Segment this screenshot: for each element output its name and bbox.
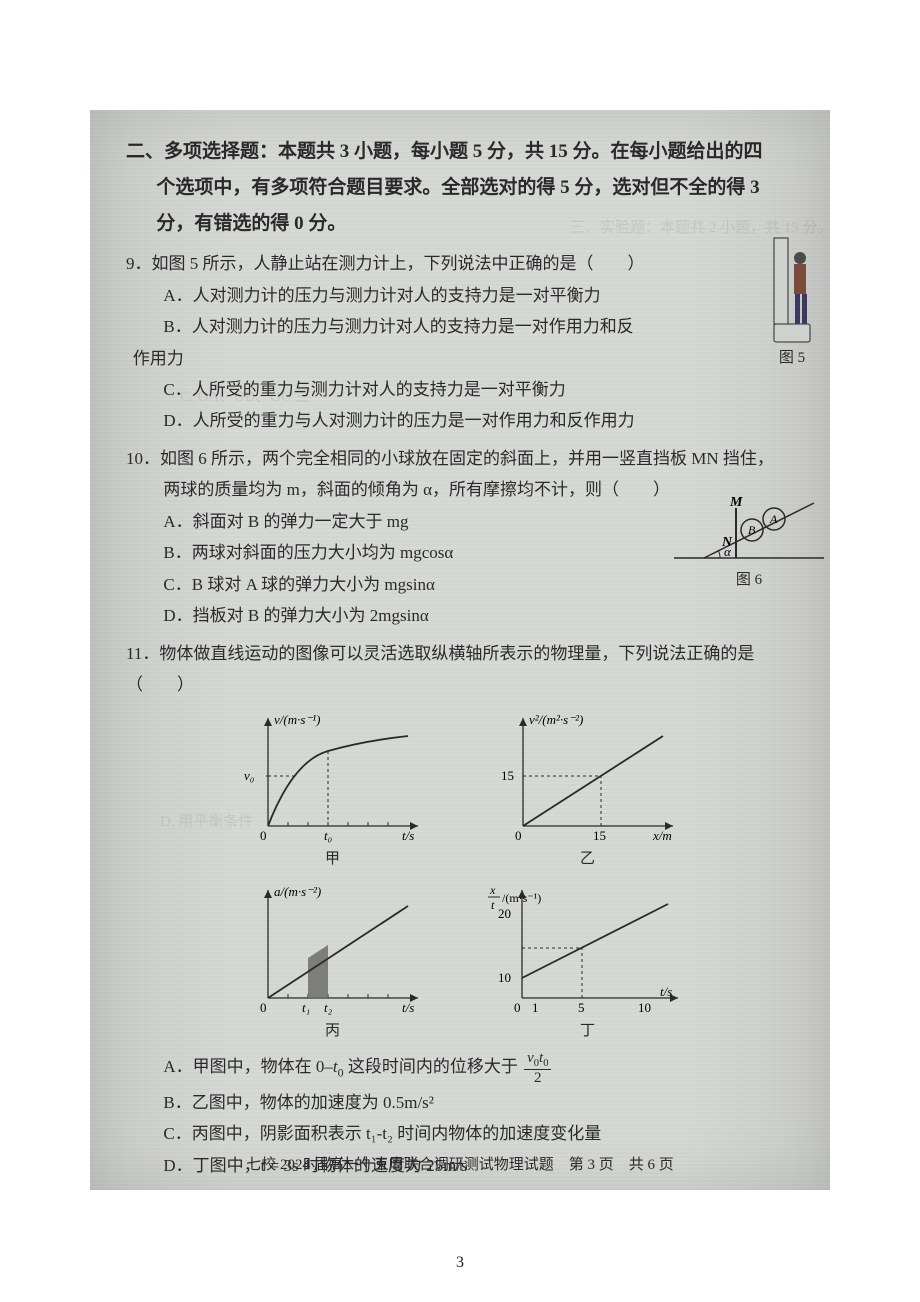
q11-a-mid: 这段时间内的位移大于 [344,1057,523,1076]
q9-stem: 如图 5 所示，人静止站在测力计上，下列说法中正确的是（ ） [152,254,645,273]
q10-number: 10． [126,449,160,468]
ding-ylabel-unit: /(m·s⁻¹) [502,891,541,905]
jia-xlabel: t/s [402,828,414,843]
section-header: 二、多项选择题：本题共 3 小题，每小题 5 分，共 15 分。在每小题给出的四… [126,134,794,242]
q10-option-d: D．挡板对 B 的弹力大小为 2mgsinα [126,606,429,625]
label-a: A [769,512,778,526]
section-line3: 分，有错选的得 0 分。 [126,206,346,242]
label-b: B [748,523,756,537]
label-m: M [729,495,743,510]
page-number: 3 [0,1254,920,1272]
ding-y20: 20 [498,906,511,921]
q10-stem1: 如图 6 所示，两个完全相同的小球放在固定的斜面上，并用一竖直挡板 MN 挡住， [160,449,774,468]
q10-option-c: C．B 球对 A 球的弹力大小为 mgsinα [126,575,435,594]
q9-number: 9． [126,254,152,273]
q10-stem2: 两球的质量均为 m，斜面的倾角为 α，所有摩擦均不计，则（ ） [126,480,670,499]
figure-5: 图 5 [764,228,820,367]
q10-option-b: B．两球对斜面的压力大小均为 mgcosα [126,543,453,562]
section-label: 二、多项选择题： [126,141,278,162]
scanned-page: 三、实验题：本题共 2 小题，共 15 分。 C. OA、OB、OC 三 D. … [90,110,830,1190]
section-line1: 本题共 3 小题，每小题 5 分，共 15 分。在每小题给出的四 [278,141,763,162]
bing-t1: t₁ [302,1000,310,1015]
figure-6-caption: 图 6 [674,568,824,589]
yi-xtick: 15 [593,828,606,843]
chart-ding-caption: 丁 [475,1018,700,1046]
chart-ding: 10 20 0 1 5 10 t/s x t /(m·s⁻¹) 丁 [475,878,700,1046]
q11-a-den: 2 [524,1070,551,1087]
question-9: 9．如图 5 所示，人静止站在测力计上，下列说法中正确的是（ ） A．人对测力计… [126,248,794,437]
q11-a-pre: A．甲图中，物体在 0– [163,1057,333,1076]
question-11: 11．物体做直线运动的图像可以灵活选取纵横轴所表示的物理量，下列说法正确的是（ … [126,638,794,1182]
bing-ylabel: a/(m·s⁻²) [274,884,321,899]
q9-option-b: B．人对测力计的压力与测力计对人的支持力是一对作用力和反 [126,317,634,336]
q9-option-b-cont: 作用力 [126,349,184,368]
chart-bing-caption: 丙 [220,1018,445,1046]
ding-x10: 10 [638,1000,651,1015]
chart-yi-caption: 乙 [475,846,700,874]
charts-grid: v₀ 0 t₀ t/s v/(m·s⁻¹) 甲 [220,706,700,1046]
jia-ylabel: v/(m·s⁻¹) [274,712,321,727]
chart-bing: 0 t₁ t₂ t/s a/(m·s⁻²) 丙 [220,878,445,1046]
ding-xlabel: t/s [660,984,672,999]
ding-origin: 0 [514,1000,521,1015]
ding-x1: 1 [532,1000,539,1015]
section-line2: 个选项中，有多项符合题目要求。全部选对的得 5 分，选对但不全的得 3 [126,170,760,206]
yi-ylabel: v²/(m²·s⁻²) [529,712,583,727]
ding-y10: 10 [498,970,511,985]
q9-option-a: A．人对测力计的压力与测力计对人的支持力是一对平衡力 [126,286,601,305]
figure-5-svg [766,228,818,346]
ding-ylabel-x: x [489,883,496,897]
chart-jia: v₀ 0 t₀ t/s v/(m·s⁻¹) 甲 [220,706,445,874]
yi-ytick: 15 [501,768,514,783]
ding-ylabel-t: t [491,898,495,912]
bing-t2: t₂ [324,1000,333,1015]
yi-origin: 0 [515,828,522,843]
q11-option-c: C．丙图中，阴影面积表示 t₁-t₂ 时间内物体的加速度变化量 [126,1124,601,1143]
page-outer: 三、实验题：本题共 2 小题，共 15 分。 C. OA、OB、OC 三 D. … [0,0,920,1302]
bing-xlabel: t/s [402,1000,414,1015]
fraction-icon: v0t0 2 [524,1050,551,1087]
q10-option-a: A．斜面对 B 的弹力一定大于 mg [126,512,408,531]
jia-v0: v₀ [244,768,254,783]
figure-6-svg: α M N B A [674,488,824,568]
jia-t0: t₀ [324,828,332,843]
q9-option-d: D．人所受的重力与人对测力计的压力是一对作用力和反作用力 [126,411,635,430]
q11-number: 11． [126,644,159,663]
page-footer: 七校 2024 届高一十五周联合调研测试物理试题 第 3 页 共 6 页 [90,1153,830,1174]
bing-origin: 0 [260,1000,267,1015]
chart-yi: 15 15 0 x/m v²/(m²·s⁻²) 乙 [475,706,700,874]
figure-6: α M N B A 图 6 [674,488,824,589]
ding-x5: 5 [578,1000,585,1015]
jia-origin: 0 [260,828,267,843]
figure-5-caption: 图 5 [764,346,820,367]
q11-option-a: A．甲图中，物体在 0–t0 这段时间内的位移大于 v0t0 2 [126,1057,553,1076]
q11-option-b: B．乙图中，物体的加速度为 0.5m/s² [126,1093,434,1112]
chart-jia-caption: 甲 [220,846,445,874]
yi-xlabel: x/m [652,828,672,843]
q11-stem: 物体做直线运动的图像可以灵活选取纵横轴所表示的物理量，下列说法正确的是（ ） [126,644,754,694]
label-n: N [721,535,733,550]
q9-option-c: C．人所受的重力与测力计对人的支持力是一对平衡力 [126,380,566,399]
